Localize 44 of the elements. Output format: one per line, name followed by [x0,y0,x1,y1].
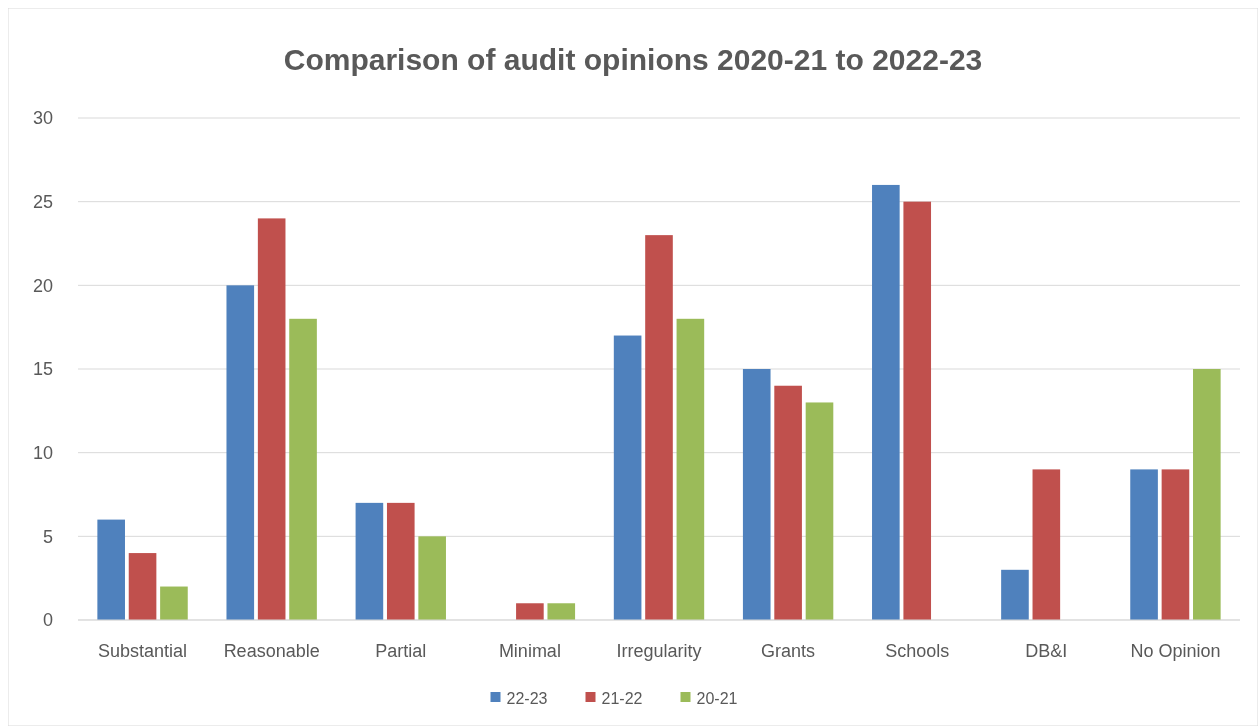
x-tick-label: Grants [761,641,816,661]
legend-label: 20-21 [696,689,738,707]
y-tick-label: 0 [42,610,53,631]
bar [128,553,157,620]
bar [805,402,834,620]
y-tick-label: 15 [32,359,53,380]
bar [1001,569,1029,620]
bar [355,502,384,620]
y-tick-label: 20 [32,275,53,296]
legend-label: 21-22 [601,689,643,707]
bar [418,536,446,620]
x-tick-label: No Opinion [1130,641,1221,661]
bar [613,335,642,620]
bar [226,285,255,620]
bar [547,603,576,620]
x-tick-label: DB&I [1025,641,1068,661]
x-tick-label: Irregularity [616,641,702,661]
bar [774,385,802,620]
y-tick-label: 10 [32,442,53,463]
y-tick-label: 30 [32,108,53,129]
chart-title: Comparison of audit opinions 2020-21 to 2022-23 [283,43,983,76]
x-tick-label: Schools [885,641,950,661]
bar [676,318,705,620]
x-tick-label: Reasonable [223,641,320,661]
x-tick-label: Minimal [498,641,561,661]
bar [1161,469,1190,620]
bar [872,184,900,620]
y-tick-label: 5 [42,526,53,547]
bar [742,369,771,620]
legend-label: 22-23 [506,689,548,707]
bar [1130,469,1158,620]
bar [289,318,317,620]
bar [903,201,932,620]
x-tick-label: Partial [375,641,427,661]
bar [97,519,125,620]
bar [516,603,544,620]
bar [160,586,188,620]
bar [386,502,415,620]
bar [1032,469,1061,620]
bar [1193,369,1221,620]
x-tick-label: Substantial [98,641,188,661]
bar [645,235,673,620]
y-tick-label: 25 [32,191,53,212]
bar [257,218,286,620]
